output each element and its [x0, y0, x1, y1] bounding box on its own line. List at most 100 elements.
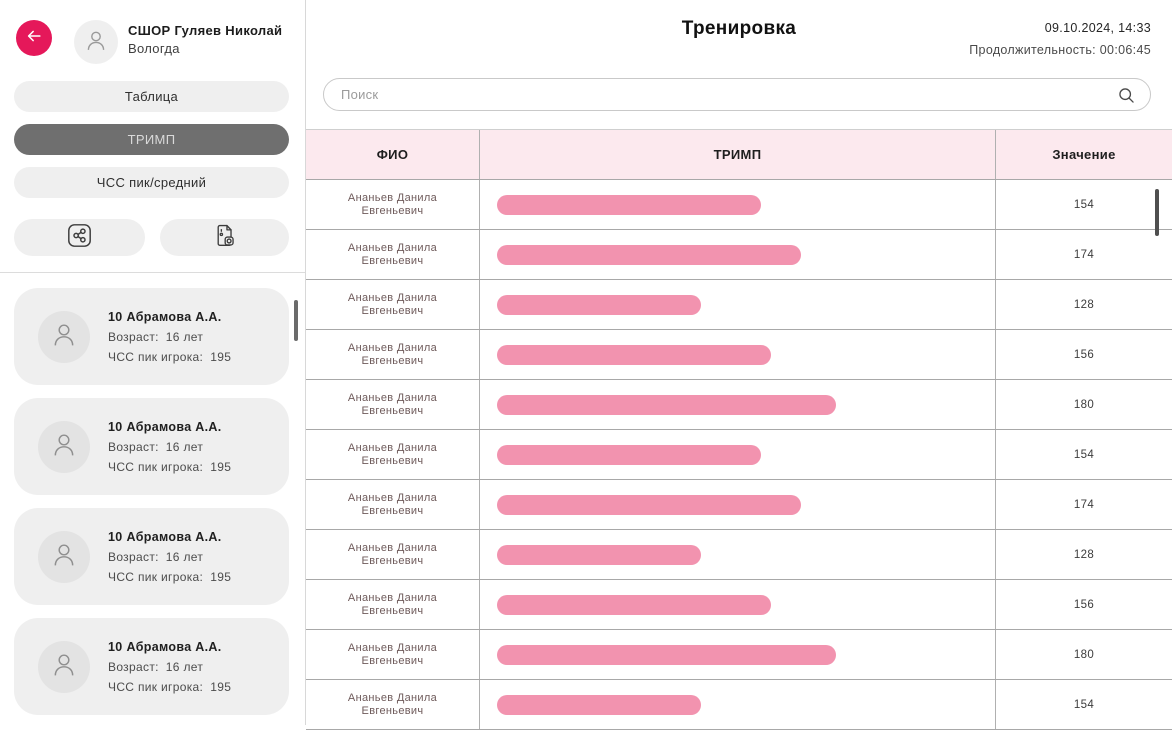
back-arrow-icon [24, 26, 44, 51]
player-fullname: Ананьев Данила Евгеньевич [348, 442, 437, 468]
player-name: Абрамова А.А. [126, 419, 222, 434]
hr-value: 195 [210, 459, 232, 474]
row-trimp-cell [480, 280, 996, 329]
player-card[interactable]: 10 Абрамова А.А. Возраст: 16 лет ЧСС пик и… [14, 508, 289, 605]
player-hr-peak: ЧСС пик игрока: 195 [108, 680, 231, 694]
name-line-1: Ананьев Данила [347, 491, 438, 504]
player-hr-peak: ЧСС пик игрока: 195 [108, 570, 231, 584]
player-info: 10 Абрамова А.А. Возраст: 16 лет ЧСС пик и… [108, 530, 231, 584]
trimp-bar [497, 694, 702, 715]
trimp-bar [497, 294, 702, 315]
search-icon[interactable] [1116, 85, 1137, 111]
player-age: Возраст: 16 лет [108, 550, 231, 564]
org-name: СШОР Гуляев Николай [128, 23, 283, 38]
row-player-name: Ананьев Данила Евгеньевич [306, 230, 480, 279]
player-card[interactable]: 10 Абрамова А.А. Возраст: 16 лет ЧСС пик и… [14, 618, 289, 715]
name-line-2: Евгеньевич [361, 304, 424, 317]
session-duration: Продолжительность: 00:06:45 [969, 43, 1151, 57]
table-row: Ананьев Данила Евгеньевич 174 [306, 480, 1172, 530]
player-avatar [38, 640, 90, 693]
person-icon [48, 538, 80, 575]
trimp-bar [497, 394, 836, 415]
age-value: 16 лет [165, 329, 204, 344]
player-card[interactable]: 10 Абрамова А.А. Возраст: 16 лет ЧСС пик и… [14, 288, 289, 385]
table-row: Ананьев Данила Евгеньевич 180 [306, 380, 1172, 430]
name-line-1: Ананьев Данила [347, 641, 438, 654]
trimp-value: 174 [1073, 248, 1095, 261]
trimp-value: 154 [1073, 198, 1095, 211]
trimp-value: 180 [1073, 648, 1095, 661]
name-line-1: Ананьев Данила [347, 691, 438, 704]
hr-value: 195 [210, 569, 232, 584]
age-label: Возраст: [108, 439, 159, 454]
player-fullname: Ананьев Данила Евгеньевич [348, 342, 437, 368]
player-hr-peak: ЧСС пик игрока: 195 [108, 460, 231, 474]
share-button[interactable] [14, 219, 145, 256]
trimp-bar [497, 544, 702, 565]
name-line-2: Евгеньевич [361, 254, 424, 267]
table-header-row: ФИО ТРИМП Значение [306, 130, 1172, 180]
player-name-line: 10 Абрамова А.А. [108, 530, 231, 544]
player-card[interactable]: 10 Абрамова А.А. Возраст: 16 лет ЧСС пик и… [14, 398, 289, 495]
trimp-value: 154 [1073, 698, 1095, 711]
duration-label: Продолжительность: [969, 43, 1096, 57]
player-fullname: Ананьев Данила Евгеньевич [348, 392, 437, 418]
row-player-name: Ананьев Данила Евгеньевич [306, 430, 480, 479]
export-file-button[interactable] [160, 219, 289, 256]
player-info: 10 Абрамова А.А. Возраст: 16 лет ЧСС пик и… [108, 310, 231, 364]
session-datetime: 09.10.2024, 14:33 [1044, 21, 1151, 35]
person-icon [48, 318, 80, 355]
trimp-bar [497, 594, 771, 615]
row-trimp-cell [480, 230, 996, 279]
player-name-line: 10 Абрамова А.А. [108, 420, 231, 434]
player-name-line: 10 Абрамова А.А. [108, 640, 231, 654]
age-value: 16 лет [165, 659, 204, 674]
name-line-1: Ананьев Данила [347, 391, 438, 404]
person-icon [48, 648, 80, 685]
row-player-name: Ананьев Данила Евгеньевич [306, 480, 480, 529]
table-row: Ананьев Данила Евгеньевич 180 [306, 630, 1172, 680]
trimp-bar [497, 494, 801, 515]
row-player-name: Ананьев Данила Евгеньевич [306, 280, 480, 329]
tab-table[interactable]: Таблица [14, 81, 289, 112]
back-button[interactable] [16, 20, 52, 56]
trimp-value: 156 [1073, 598, 1095, 611]
table-row: Ананьев Данила Евгеньевич 154 [306, 180, 1172, 230]
table-row: Ананьев Данила Евгеньевич 128 [306, 530, 1172, 580]
row-player-name: Ананьев Данила Евгеньевич [306, 180, 480, 229]
row-trimp-cell [480, 380, 996, 429]
file-save-icon [211, 222, 238, 254]
table-row: Ананьев Данила Евгеньевич 154 [306, 430, 1172, 480]
hr-label: ЧСС пик игрока: [108, 349, 204, 364]
tab-hr-peak-avg[interactable]: ЧСС пик/средний [14, 167, 289, 198]
age-value: 16 лет [165, 549, 204, 564]
name-line-1: Ананьев Данила [347, 441, 438, 454]
name-line-1: Ананьев Данила [347, 591, 438, 604]
table-row: Ананьев Данила Евгеньевич 156 [306, 330, 1172, 380]
table-scrollbar[interactable] [1155, 189, 1159, 236]
tab-trimp[interactable]: ТРИМП [14, 124, 289, 155]
name-line-2: Евгеньевич [361, 404, 424, 417]
trimp-value: 174 [1073, 498, 1095, 511]
person-icon [82, 26, 110, 59]
name-line-2: Евгеньевич [361, 354, 424, 367]
column-header-value: Значение [1052, 147, 1116, 162]
player-fullname: Ананьев Данила Евгеньевич [348, 492, 437, 518]
player-fullname: Ананьев Данила Евгеньевич [348, 242, 437, 268]
name-line-1: Ананьев Данила [347, 191, 438, 204]
trimp-bar [497, 444, 761, 465]
player-fullname: Ананьев Данила Евгеньевич [348, 592, 437, 618]
age-label: Возраст: [108, 659, 159, 674]
sidebar-scrollbar[interactable] [294, 300, 298, 341]
row-player-name: Ананьев Данила Евгеньевич [306, 630, 480, 679]
row-trimp-cell [480, 480, 996, 529]
player-hr-peak: ЧСС пик игрока: 195 [108, 350, 231, 364]
sidebar: СШОР Гуляев Николай Вологда Таблица ТРИМ… [0, 0, 306, 725]
row-trimp-cell [480, 630, 996, 679]
name-line-2: Евгеньевич [361, 704, 424, 717]
row-player-name: Ананьев Данила Евгеньевич [306, 530, 480, 579]
hr-label: ЧСС пик игрока: [108, 569, 204, 584]
sidebar-divider [0, 272, 305, 273]
search-input[interactable] [324, 79, 1150, 110]
name-line-2: Евгеньевич [361, 654, 424, 667]
